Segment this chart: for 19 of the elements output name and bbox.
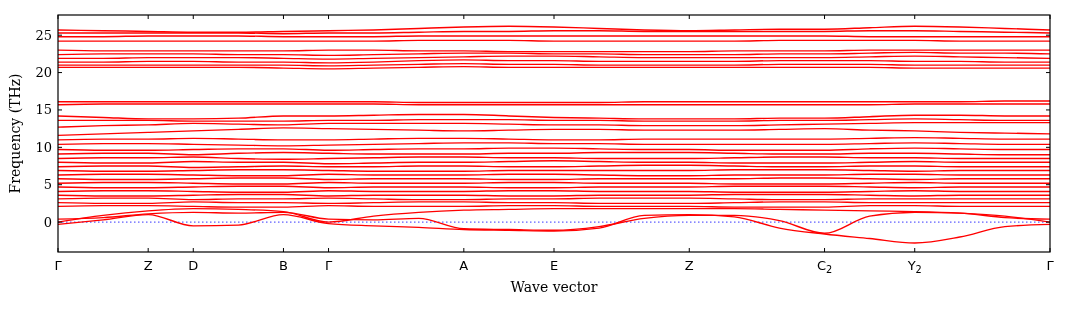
y-tick-label: 15 — [35, 102, 52, 118]
x-axis-title: Wave vector — [510, 279, 598, 295]
x-tick-label: Z — [143, 258, 153, 273]
x-tick-label: Y$_{2}$ — [906, 258, 922, 275]
y-tick-label: 10 — [35, 139, 52, 155]
x-tick-label: Γ — [54, 258, 63, 273]
y-tick-label: 25 — [35, 27, 52, 43]
x-tick-label: Z — [684, 258, 694, 273]
y-tick-label: 20 — [35, 65, 52, 81]
x-tick-label: Γ — [1046, 258, 1055, 273]
y-tick-label: 0 — [43, 214, 52, 230]
x-tick-label: B — [278, 258, 288, 273]
y-tick-label: 5 — [43, 177, 52, 193]
x-tick-label: D — [188, 258, 199, 273]
x-tick-label: A — [459, 258, 469, 273]
x-tick-label: E — [549, 258, 559, 273]
x-tick-label: Γ — [324, 258, 333, 273]
y-axis-title: Frequency (THz) — [7, 73, 23, 194]
x-tick-label: C$_{2}$ — [816, 258, 833, 275]
